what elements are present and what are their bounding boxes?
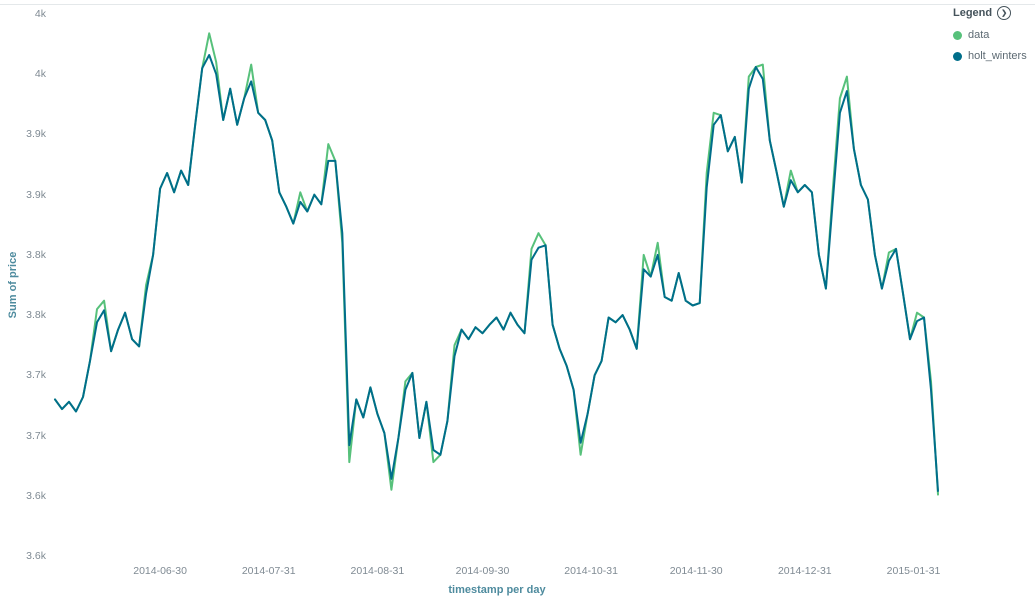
y-tick-label: 3.6k — [26, 489, 46, 502]
y-tick-label: 3.6k — [26, 550, 46, 562]
y-axis-title: Sum of price — [7, 251, 19, 319]
x-axis-title: timestamp per day — [448, 584, 546, 596]
y-tick-label: 3.9k — [26, 128, 46, 141]
legend-item-data[interactable]: data — [953, 29, 1029, 41]
legend-title: Legend — [953, 7, 993, 19]
chevron-circle-icon[interactable]: ❯ — [997, 6, 1012, 20]
series-color-dot — [953, 51, 962, 61]
y-tick-label: 3.8k — [26, 248, 46, 261]
series-line-holt_winters — [54, 54, 939, 492]
legend-item-holt-winters[interactable]: holt_winters — [953, 50, 1029, 62]
legend-item-label: data — [968, 29, 990, 41]
series-color-dot — [953, 30, 962, 40]
x-tick-label: 2014-10-31 — [564, 565, 618, 577]
x-tick-label: 2014-06-30 — [133, 565, 187, 577]
series-line-data — [54, 32, 939, 496]
y-tick-label: 3.7k — [26, 369, 46, 382]
x-tick-label: 2014-11-30 — [669, 565, 723, 577]
y-tick-label: 3.7k — [26, 429, 46, 442]
y-tick-label: 4k — [34, 68, 46, 81]
x-tick-label: 2014-08-31 — [350, 565, 405, 577]
legend-toggle[interactable]: Legend ❯ — [953, 6, 1029, 20]
legend-item-label: holt_winters — [968, 50, 1027, 62]
legend: Legend ❯ data holt_winters — [953, 6, 1029, 62]
x-tick-label: 2015-01-31 — [886, 565, 941, 577]
y-tick-label: 4k — [34, 8, 46, 20]
x-tick-label: 2014-07-31 — [241, 565, 296, 577]
x-tick-label: 2014-12-31 — [777, 565, 832, 577]
x-tick-label: 2014-09-30 — [455, 565, 510, 577]
chart-top-border — [0, 4, 1035, 5]
y-tick-label: 3.8k — [26, 309, 46, 322]
y-tick-label: 3.9k — [26, 188, 46, 201]
